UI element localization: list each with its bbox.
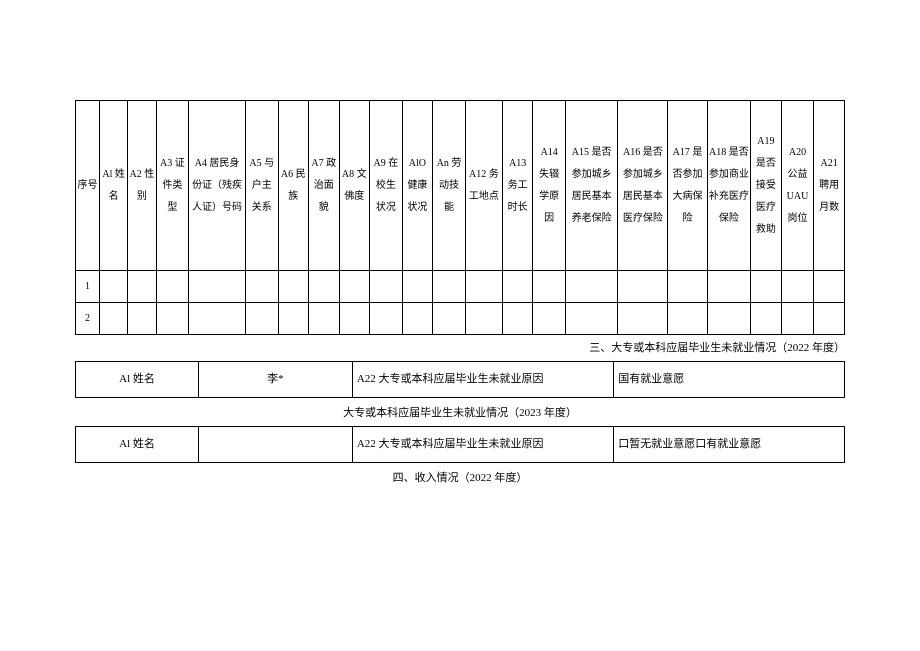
- cell: [433, 303, 466, 335]
- section-4-title: 四、收入情况（2022 年度）: [75, 469, 845, 485]
- value-name: 李*: [199, 362, 353, 398]
- col-header: A4 居民身份证（残疾人证）号码: [189, 101, 246, 271]
- col-header: A7 政治面貌: [309, 101, 339, 271]
- cell: [156, 303, 189, 335]
- cell: [668, 303, 707, 335]
- cell: [339, 303, 369, 335]
- cell: [707, 303, 751, 335]
- col-header: A3 证件类型: [156, 101, 189, 271]
- table-row: 2: [76, 303, 845, 335]
- cell: [402, 271, 432, 303]
- col-header: 序号: [76, 101, 100, 271]
- table-row: Al 姓名 A22 大专或本科应届毕业生未就业原因 口暂无就业意愿口有就业意愿: [76, 427, 845, 463]
- label-reason: A22 大专或本科应届毕业生未就业原因: [352, 362, 613, 398]
- unemployment-2023-table: Al 姓名 A22 大专或本科应届毕业生未就业原因 口暂无就业意愿口有就业意愿: [75, 426, 845, 463]
- cell: [618, 303, 668, 335]
- cell: [245, 271, 278, 303]
- unemployment-2022-table: Al 姓名 李* A22 大专或本科应届毕业生未就业原因 国有就业意愿: [75, 361, 845, 398]
- cell: [339, 271, 369, 303]
- cell: [309, 271, 339, 303]
- col-header: A17 是否参加大病保险: [668, 101, 707, 271]
- col-header: A21 聘用月数: [814, 101, 845, 271]
- cell: [814, 271, 845, 303]
- cell: [465, 271, 502, 303]
- cell: [99, 271, 127, 303]
- col-header: A18 是否参加商业补充医疗保险: [707, 101, 751, 271]
- cell: [433, 271, 466, 303]
- label-name: Al 姓名: [76, 362, 199, 398]
- col-header: An 劳动技能: [433, 101, 466, 271]
- col-header: A14 失辍学原因: [533, 101, 566, 271]
- cell: [618, 271, 668, 303]
- cell: [566, 271, 618, 303]
- table-row: Al 姓名 李* A22 大专或本科应届毕业生未就业原因 国有就业意愿: [76, 362, 845, 398]
- col-header: A20 公益 UAU 岗位: [781, 101, 814, 271]
- col-header: A6 民族: [278, 101, 308, 271]
- col-header: A12 务工地点: [465, 101, 502, 271]
- cell: [99, 303, 127, 335]
- cell: [128, 271, 156, 303]
- label-name: Al 姓名: [76, 427, 199, 463]
- table-header-row: 序号 Al 姓名 A2 性别 A3 证件类型 A4 居民身份证（残疾人证）号码 …: [76, 101, 845, 271]
- cell: [814, 303, 845, 335]
- cell: [465, 303, 502, 335]
- cell: [278, 303, 308, 335]
- col-header: A19 是否接受医疗救助: [751, 101, 781, 271]
- cell: [502, 303, 532, 335]
- cell: [668, 271, 707, 303]
- section-3b-title: 大专或本科应届毕业生未就业情况（2023 年度）: [75, 404, 845, 420]
- cell: [278, 271, 308, 303]
- cell: [751, 303, 781, 335]
- cell: [402, 303, 432, 335]
- cell: [751, 271, 781, 303]
- section-3-title: 三、大专或本科应届毕业生未就业情况（2022 年度）: [75, 339, 845, 355]
- col-header: A9 在校生状况: [370, 101, 403, 271]
- value-reason: 口暂无就业意愿口有就业意愿: [614, 427, 845, 463]
- cell: [309, 303, 339, 335]
- cell: [781, 271, 814, 303]
- cell: [189, 271, 246, 303]
- cell: [781, 303, 814, 335]
- cell: [502, 271, 532, 303]
- value-name: [199, 427, 353, 463]
- cell: [370, 271, 403, 303]
- cell: [533, 271, 566, 303]
- cell: [566, 303, 618, 335]
- col-header: A2 性别: [128, 101, 156, 271]
- col-header: Al 姓名: [99, 101, 127, 271]
- cell: [707, 271, 751, 303]
- col-header: A5 与户主关系: [245, 101, 278, 271]
- col-header: A15 是否参加城乡居民基本养老保险: [566, 101, 618, 271]
- label-reason: A22 大专或本科应届毕业生未就业原因: [352, 427, 613, 463]
- cell: [189, 303, 246, 335]
- col-header: A16 是否参加城乡居民基本医疗保险: [618, 101, 668, 271]
- col-header: A13 务工时长: [502, 101, 532, 271]
- cell: [245, 303, 278, 335]
- cell: [370, 303, 403, 335]
- cell: [128, 303, 156, 335]
- table-row: 1: [76, 271, 845, 303]
- main-data-table: 序号 Al 姓名 A2 性别 A3 证件类型 A4 居民身份证（残疾人证）号码 …: [75, 100, 845, 335]
- row-number: 1: [76, 271, 100, 303]
- row-number: 2: [76, 303, 100, 335]
- col-header: AlO 健康状况: [402, 101, 432, 271]
- col-header: A8 文佛度: [339, 101, 369, 271]
- cell: [533, 303, 566, 335]
- cell: [156, 271, 189, 303]
- value-reason: 国有就业意愿: [614, 362, 845, 398]
